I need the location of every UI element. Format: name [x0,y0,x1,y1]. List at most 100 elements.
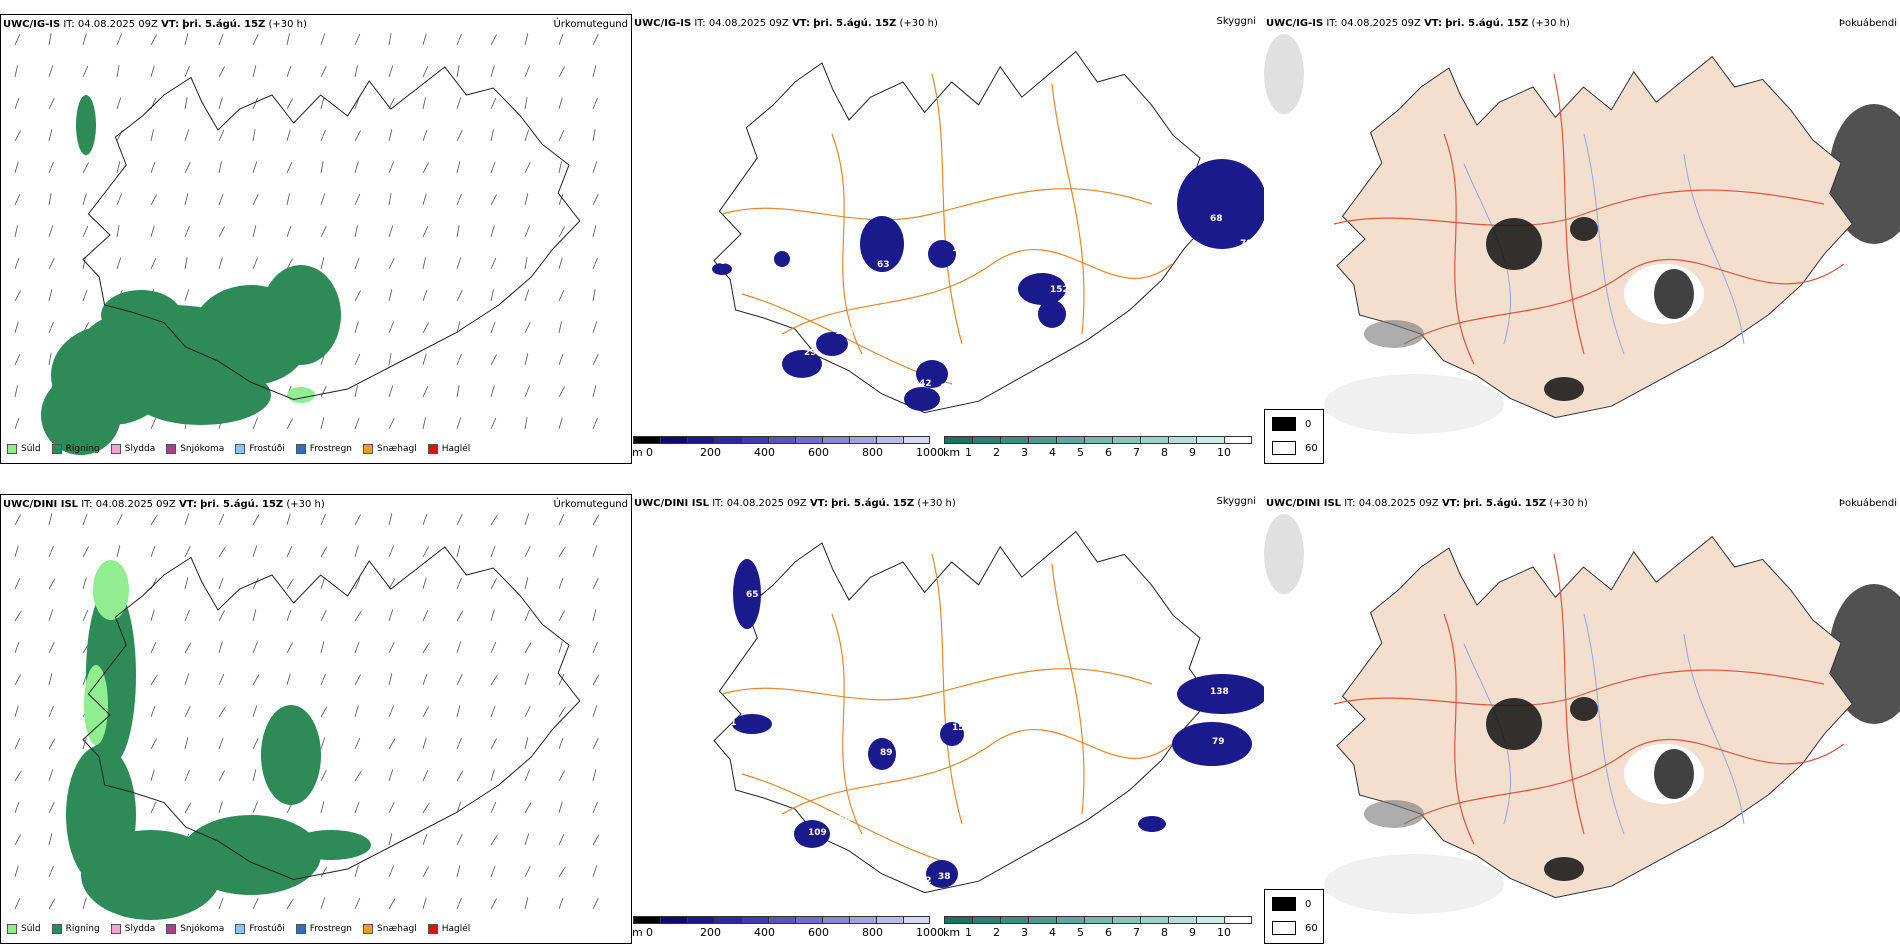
legend-swatch [166,444,177,454]
fog-area [1364,320,1424,348]
wind-barb [388,289,393,302]
colorbar-segment [822,436,849,444]
legend-label: Rigning [65,444,100,454]
panel-name: Þokuábendi [1838,498,1897,509]
wind-barb [150,257,157,270]
wind-barb [456,610,464,622]
wind-barb [388,513,393,526]
wind-barb [150,769,155,782]
wind-barb [82,577,87,590]
wind-barb [252,161,258,174]
road [781,249,1173,335]
wind-barb [388,385,394,398]
wind-barb [490,705,496,718]
colorbar-segment [1028,916,1056,924]
legend-item: Frostúði [235,444,285,454]
ceiling-area [916,360,948,388]
wind-barb [116,33,122,46]
colorbar-unit: km [943,926,961,939]
wind-barb [48,545,54,558]
wind-barb [354,257,360,270]
wind-barb [456,834,463,846]
wind-barb [592,674,600,686]
river [1683,633,1745,825]
road [931,73,963,345]
wind-barb [558,353,564,366]
wind-barb [82,162,89,174]
fog-area [1544,857,1584,881]
wind-barb [252,738,259,750]
colorbar-unit: km [943,446,961,459]
colorbar-segment [1224,436,1252,444]
colorbar-tick: 1000 [916,446,944,459]
legend-swatch [363,444,374,454]
wind-barb [490,738,497,750]
legend-item: Snæhagl [363,444,417,454]
colorbar-tick: 3 [1021,446,1028,459]
wind-barb [388,865,394,878]
wind-barb [558,386,565,398]
fog-legend-label: 0 [1305,899,1312,910]
colorbar-segment [1028,436,1056,444]
wind-barb [82,257,86,270]
panel-title: UWC/IG-IS IT: 04.08.2025 09Z VT: þri. 5.… [634,18,938,29]
road [781,729,1173,815]
wind-barb [184,673,190,686]
wind-barb [48,609,54,622]
precip-panel-bottom: UWC/DINI ISL IT: 04.08.2025 09Z VT: þri.… [0,494,632,944]
wind-barb [286,225,292,238]
wind-barb [422,546,429,558]
road [931,553,963,825]
wind-barb [116,161,121,174]
wind-barb [252,97,258,110]
legend-swatch [427,444,438,454]
wind-barb [150,609,155,622]
wind-barb [490,257,497,270]
wind-barb [354,33,361,46]
panel-name: Skyggni [1216,16,1256,27]
colorbar-tick: 7 [1133,446,1140,459]
precip-map [14,33,599,455]
wind-barb [354,514,361,526]
wind-barb [524,642,532,654]
rain-area [261,265,341,365]
wind-barb [354,161,359,174]
wind-barb [456,193,462,206]
panel-title: UWC/IG-IS IT: 04.08.2025 09Z VT: þri. 5.… [1266,18,1570,29]
wind-barb [218,226,225,238]
wind-barb [320,97,325,110]
fog-areas [1364,217,1704,401]
colorbar-segment [944,436,972,444]
legend-item: Frostúði [235,924,285,934]
road [721,188,1153,221]
wind-barb [184,33,189,46]
wind-barb [320,417,325,430]
wind-barb [524,609,530,622]
wind-barb [558,257,563,270]
legend-label: Rigning [65,924,100,934]
road [1553,73,1585,355]
wind-barb [252,801,258,814]
wind-barb [558,226,565,238]
fog-area [1654,749,1694,799]
wind-barb [388,418,395,430]
wind-barb [456,674,463,686]
rain-area [291,830,371,860]
wind-barb [150,801,157,814]
colorbar-segment [687,436,714,444]
wind-barb [150,34,157,46]
wind-barb [422,225,429,238]
precip-legend: Súld Rigning Slydda Snjókoma Frostúði Frostre… [7,924,470,934]
legend-swatch [235,444,246,454]
wind-barb [286,578,294,590]
wind-barb [354,353,361,366]
ceiling-label: 79 [1212,737,1225,747]
wind-barb [592,289,596,302]
road [1553,553,1585,835]
wind-barb [524,577,529,590]
wind-barb [48,769,54,782]
wind-barb [320,129,326,142]
colorbar-segment [741,436,768,444]
wind-barb [286,98,293,110]
wind-barb [422,353,427,366]
